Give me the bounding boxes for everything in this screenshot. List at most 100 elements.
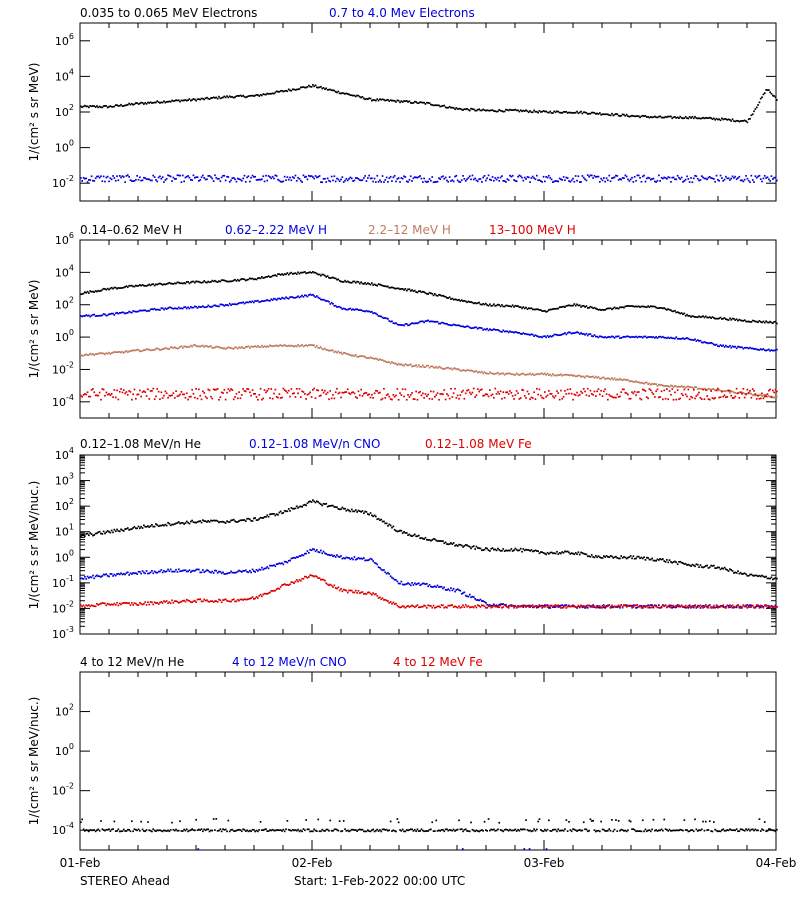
point-p1-s2: [600, 177, 602, 180]
point-p3-s3: [337, 586, 340, 589]
point-p2-s2: [356, 308, 358, 311]
point-p2-s2: [672, 337, 675, 340]
point-p1-s1: [328, 88, 330, 91]
point-p2-s1: [455, 298, 458, 301]
point-p1-s2: [226, 175, 228, 178]
point-p1-s1: [633, 115, 636, 118]
point-p2-s1: [531, 308, 534, 311]
point-p1-s1: [136, 102, 138, 104]
point-p2-s3: [687, 385, 690, 388]
point-p2-s1: [353, 280, 356, 283]
point-p2-s3: [340, 351, 342, 354]
point-p2-s3: [615, 379, 617, 381]
point-p2-s2: [97, 315, 100, 317]
point-p1-s1: [537, 111, 539, 114]
point-p2-s1: [206, 281, 208, 284]
point-p3-s2: [173, 570, 176, 573]
point-p2-s4: [228, 389, 231, 392]
point-p2-s1: [399, 288, 401, 291]
point-p2-s3: [235, 346, 238, 349]
point-p2-s4: [538, 388, 541, 391]
point-p2-s2: [259, 300, 262, 303]
point-p1-s2: [753, 181, 755, 183]
point-p2-s2: [190, 306, 192, 308]
point-p3-s1: [531, 550, 534, 553]
point-p2-s1: [750, 321, 753, 323]
point-p2-s4: [270, 388, 273, 390]
point-p1-s2: [548, 174, 550, 177]
point-p3-s3: [401, 605, 404, 607]
point-p2-s1: [164, 283, 167, 286]
point-p3-s3: [165, 600, 168, 602]
point-p2-s1: [472, 302, 475, 305]
point-p2-s2: [251, 300, 254, 303]
point-p3-s3: [397, 605, 400, 608]
point-p3-s2: [328, 554, 330, 556]
point-p3-s1: [549, 551, 552, 554]
point-p3-s3: [326, 583, 329, 586]
point-p1-s1: [198, 98, 200, 100]
point-p3-s1: [180, 522, 183, 524]
point-p2-s3: [570, 374, 573, 376]
point-p3-s1: [295, 505, 298, 508]
point-p2-s4: [207, 388, 210, 391]
point-p3-s1: [510, 548, 513, 550]
point-p2-s1: [607, 307, 609, 310]
point-p2-s4: [423, 397, 425, 399]
point-p3-s1: [666, 559, 668, 561]
point-p3-s2: [733, 606, 735, 609]
point-p3-s3: [585, 606, 588, 609]
point-p2-s3: [342, 351, 345, 354]
point-p3-s2: [671, 607, 674, 609]
point-p3-s1: [277, 514, 279, 516]
point-p2-s3: [214, 346, 216, 349]
point-p3-s2: [262, 568, 265, 571]
point-p1-s1: [442, 105, 444, 107]
point-p3-s3: [525, 606, 527, 608]
point-p3-s3: [568, 605, 570, 608]
point-p2-s4: [196, 397, 199, 400]
point-p3-s2: [175, 568, 177, 571]
point-p2-s3: [417, 364, 420, 366]
point-p1-s2: [581, 175, 584, 177]
point-p2-s2: [395, 322, 397, 324]
point-p2-s2: [304, 294, 306, 297]
point-p1-s1: [426, 101, 428, 104]
point-p2-s4: [164, 390, 167, 393]
point-p3-s1: [168, 522, 171, 525]
point-p2-s4: [743, 396, 746, 399]
point-p2-s4: [265, 391, 267, 394]
point-p2-s1: [746, 320, 749, 323]
point-p2-s2: [388, 320, 391, 322]
point-p1-s2: [517, 175, 519, 178]
point-p3-s2: [458, 589, 460, 591]
point-p1-s1: [84, 104, 86, 107]
point-p2-s3: [90, 353, 93, 356]
point-p2-s4: [482, 394, 484, 397]
point-p1-s1: [219, 97, 222, 100]
ylabel-p2: 1/(cm² s sr MeV): [27, 280, 41, 379]
point-p3-s2: [549, 607, 552, 609]
point-p1-s2: [596, 175, 598, 178]
point-p2-s4: [122, 389, 125, 391]
point-p2-s3: [773, 396, 775, 399]
point-p3-s3: [269, 591, 271, 594]
point-p2-s1: [603, 309, 605, 311]
point-p1-s1: [112, 106, 114, 108]
point-p3-s3: [364, 592, 366, 595]
point-p3-s1: [412, 534, 415, 537]
point-p2-s4: [679, 397, 682, 400]
point-p3-s2: [603, 606, 605, 608]
point-p2-s4: [285, 390, 287, 392]
point-p1-s1: [151, 102, 153, 104]
point-p2-s1: [312, 271, 314, 273]
point-p3-s2: [104, 573, 106, 576]
point-p2-s4: [283, 389, 286, 391]
point-p3-s1: [745, 573, 747, 576]
point-p3-s3: [168, 601, 171, 603]
point-p1-s2: [106, 175, 109, 178]
point-p1-s2: [545, 176, 547, 178]
point-p3-s3: [126, 602, 129, 605]
point-p2-s2: [283, 297, 286, 300]
point-p3-s3: [216, 601, 219, 603]
